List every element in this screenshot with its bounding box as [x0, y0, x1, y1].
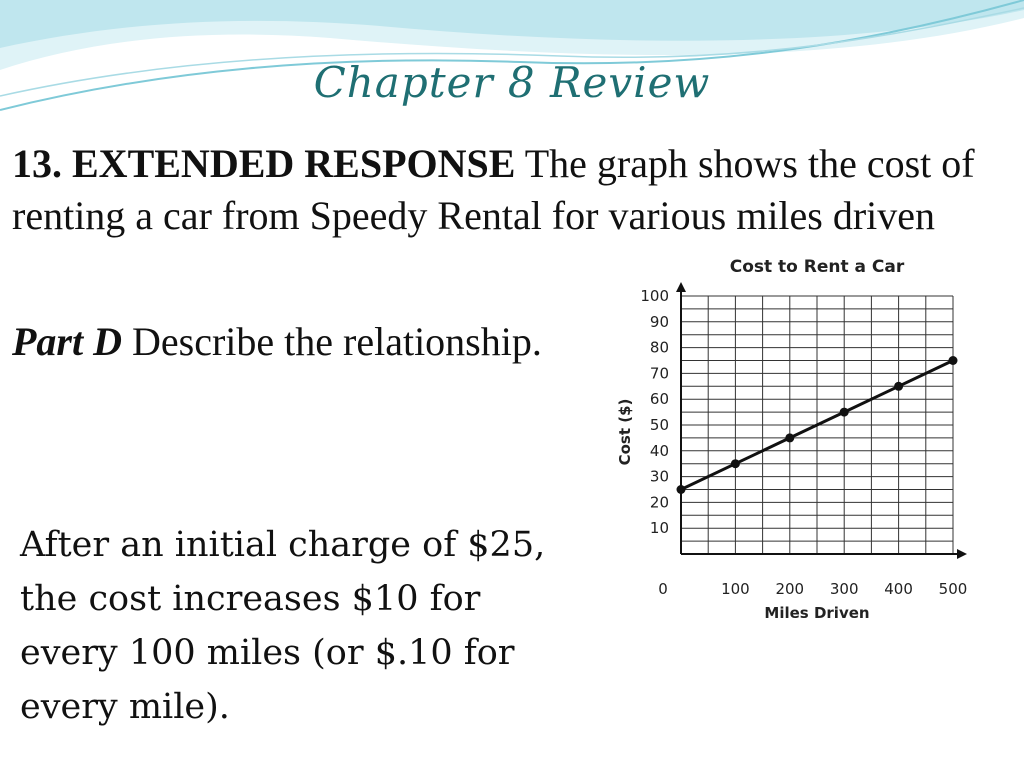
y-tick-label: 100 — [640, 287, 669, 305]
x-tick-label: 100 — [721, 580, 750, 598]
part-d-prompt: Part D Describe the relationship. — [12, 308, 572, 376]
data-point — [676, 485, 686, 494]
header-wave-decoration — [0, 0, 1024, 111]
y-tick-label: 10 — [650, 519, 669, 537]
problem-lead: 13. EXTENDED RESPONSE — [12, 141, 516, 186]
y-axis-title: Cost ($) — [616, 399, 634, 466]
y-tick-label: 40 — [650, 442, 669, 460]
y-tick-labels: 10 20 30 40 50 60 70 80 90 100 — [640, 287, 669, 537]
data-point — [894, 381, 904, 391]
y-tick-label: 70 — [650, 364, 669, 382]
x-axis-title: Miles Driven — [764, 604, 869, 622]
problem-statement: 13. EXTENDED RESPONSE The graph shows th… — [12, 138, 1012, 242]
x-tick-label: 300 — [830, 580, 859, 598]
chart-grid — [676, 282, 967, 559]
y-tick-label: 60 — [650, 390, 669, 408]
x-tick-label: 500 — [939, 580, 968, 598]
y-tick-label: 90 — [650, 313, 669, 331]
x-tick-label: 400 — [884, 580, 913, 598]
x-tick-label: 200 — [775, 580, 804, 598]
chart-title: Cost to Rent a Car — [730, 257, 905, 277]
part-label: Part D — [12, 319, 122, 364]
cost-chart: Cost to Rent a Car 10 20 30 40 50 60 70 80 90 100… — [616, 257, 967, 622]
y-tick-label: 20 — [650, 493, 669, 511]
data-point — [730, 459, 740, 469]
y-axis-arrow — [676, 282, 686, 292]
data-point — [948, 356, 958, 365]
series-line — [680, 359, 954, 491]
y-tick-label: 50 — [650, 416, 669, 434]
x-tick-label: 0 — [658, 580, 668, 598]
slide-title: Chapter 8 Review — [313, 58, 711, 107]
data-point — [839, 407, 849, 417]
data-point — [785, 433, 795, 443]
data-series — [676, 356, 958, 494]
y-tick-label: 80 — [650, 339, 669, 357]
x-axis-arrow — [957, 549, 967, 559]
problem-text: The graph shows the cost of renting a ca… — [12, 141, 975, 238]
part-text: Describe the relationship. — [122, 319, 542, 364]
answer-text: After an initial charge of $25, the cost… — [20, 525, 546, 727]
x-tick-labels: 0 100 200 300 400 500 — [658, 580, 967, 598]
y-tick-label: 30 — [650, 468, 669, 486]
